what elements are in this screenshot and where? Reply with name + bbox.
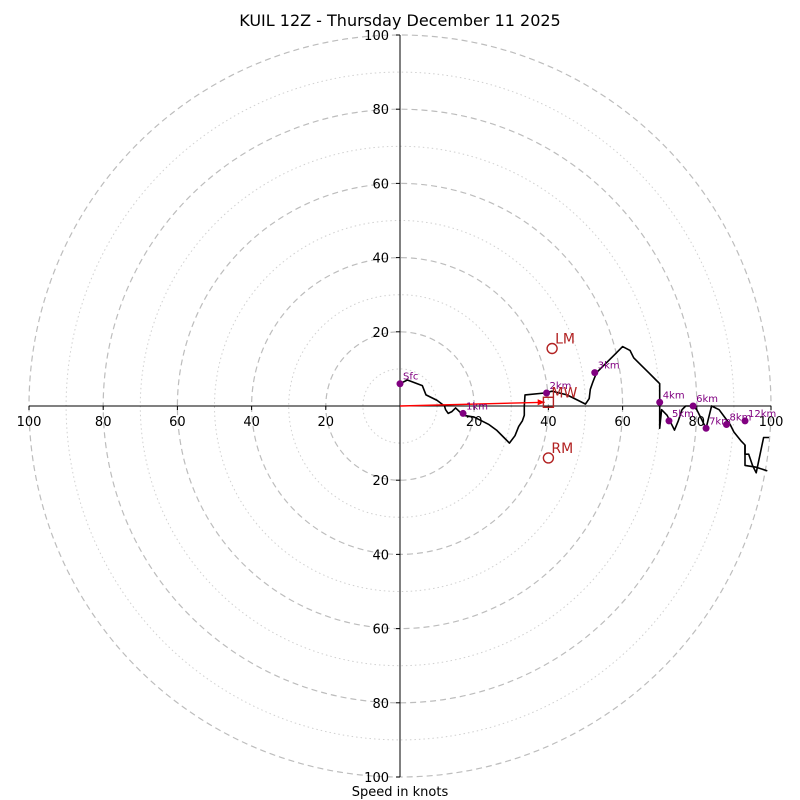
storm-marker-label: LM xyxy=(555,331,575,347)
height-point-label: 6km xyxy=(696,394,718,405)
y-tick-label: 80 xyxy=(372,697,389,712)
height-point-12km xyxy=(741,417,749,425)
x-axis-label: Speed in knots xyxy=(352,785,449,800)
storm-marker-lm xyxy=(546,342,558,355)
storm-motion-markers: LM MW RM xyxy=(542,331,577,464)
height-point-label: 4km xyxy=(663,390,685,401)
height-point-6km xyxy=(689,402,697,410)
height-point-label: 1km xyxy=(466,401,488,412)
y-tick-label: 100 xyxy=(364,771,389,786)
height-point-3km xyxy=(591,369,599,377)
x-tick-label: 60 xyxy=(614,415,631,430)
x-tick-label: 80 xyxy=(95,415,112,430)
y-tick-label: 20 xyxy=(372,474,389,489)
hodograph-line-segment xyxy=(744,445,768,472)
y-tick-label: 60 xyxy=(372,623,389,638)
height-point-7km xyxy=(702,424,710,432)
height-point-sfc xyxy=(396,380,404,388)
height-point-8km xyxy=(722,421,730,429)
height-point-4km xyxy=(656,398,664,406)
height-point-1km xyxy=(459,409,467,417)
storm-marker-rm xyxy=(542,452,555,464)
x-tick-label: 40 xyxy=(243,415,260,430)
height-point-label: 5km xyxy=(672,409,694,420)
y-tick-label: 40 xyxy=(372,252,389,267)
y-tick-label: 80 xyxy=(372,103,389,118)
y-tick-label: 40 xyxy=(372,548,389,563)
storm-marker-mw xyxy=(542,396,555,408)
height-point-label: 7km xyxy=(709,416,731,427)
y-tick-label: 60 xyxy=(372,177,389,192)
height-point-5km xyxy=(665,417,673,425)
hodograph-series xyxy=(399,345,770,474)
shear-vector-arrowhead xyxy=(537,399,545,406)
x-tick-label: 100 xyxy=(17,415,42,430)
height-point-label: Sfc xyxy=(403,372,418,383)
x-tick-label: 100 xyxy=(759,415,784,430)
hodograph-line xyxy=(399,345,770,474)
y-tick-label: 100 xyxy=(364,29,389,44)
x-tick-label: 20 xyxy=(318,415,335,430)
x-tick-label: 60 xyxy=(169,415,186,430)
y-tick-label: 20 xyxy=(372,326,389,341)
height-point-label: 2km xyxy=(550,381,572,392)
height-point-label: 12km xyxy=(748,409,776,420)
storm-marker-label: RM xyxy=(551,441,573,457)
height-point-label: 3km xyxy=(598,361,620,372)
chart-title: KUIL 12Z - Thursday December 11 2025 xyxy=(239,11,560,30)
storm-marker-label: MW xyxy=(551,385,577,401)
x-tick-label: 40 xyxy=(540,415,557,430)
shear-vector-line xyxy=(399,401,545,407)
height-point-2km xyxy=(543,389,551,397)
height-point-label: 8km xyxy=(729,413,751,424)
